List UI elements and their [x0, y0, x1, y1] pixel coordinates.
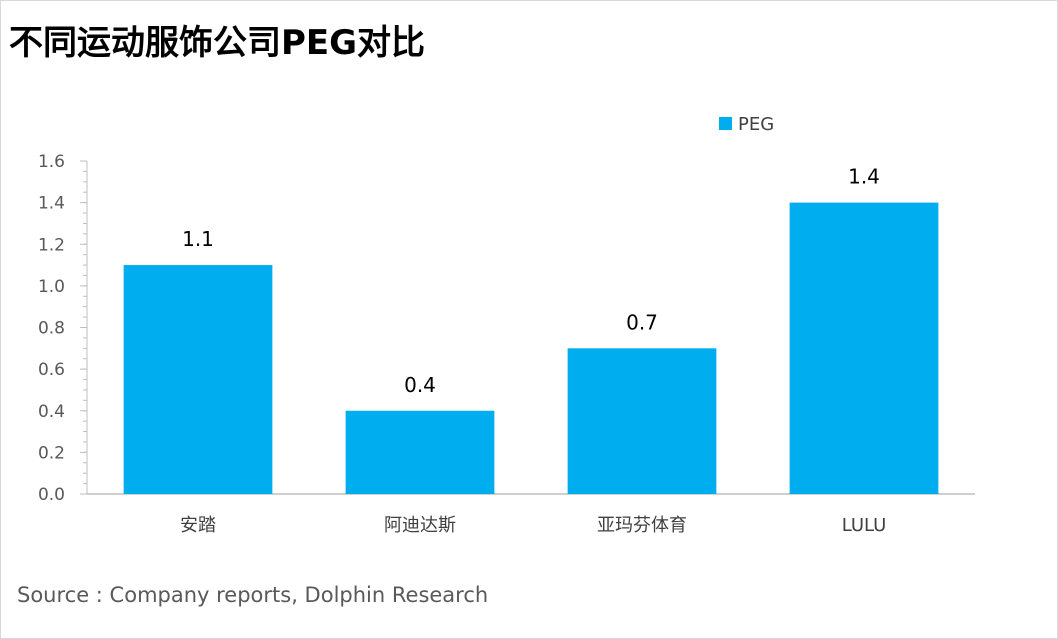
data-label: 1.4 [848, 165, 880, 189]
source-note: Source : Company reports, Dolphin Resear… [17, 583, 489, 607]
category-label: 阿迪达斯 [384, 515, 456, 536]
legend-label: PEG [738, 114, 774, 135]
data-label: 1.1 [182, 227, 214, 251]
category-label: 亚玛芬体育 [597, 515, 687, 536]
y-tick-label: 1.0 [38, 277, 65, 297]
data-label: 0.7 [626, 310, 658, 334]
category-label: 安踏 [180, 515, 216, 536]
y-tick-label: 0.8 [38, 319, 65, 339]
y-tick-label: 0.4 [38, 402, 65, 422]
data-label: 0.4 [404, 373, 436, 397]
y-tick-label: 1.2 [38, 235, 65, 255]
bar [567, 348, 717, 494]
y-tick-label: 0.2 [38, 443, 65, 463]
bar [345, 410, 495, 494]
bar [789, 202, 939, 494]
y-tick-label: 1.6 [38, 152, 65, 172]
y-tick-label: 0.6 [38, 360, 65, 380]
bar [123, 265, 273, 494]
chart-title: 不同运动服饰公司PEG对比 [9, 23, 426, 63]
y-tick-label: 1.4 [38, 194, 65, 214]
y-tick-label: 0.0 [38, 485, 65, 505]
legend-swatch [719, 117, 732, 130]
category-label: LULU [842, 515, 887, 536]
